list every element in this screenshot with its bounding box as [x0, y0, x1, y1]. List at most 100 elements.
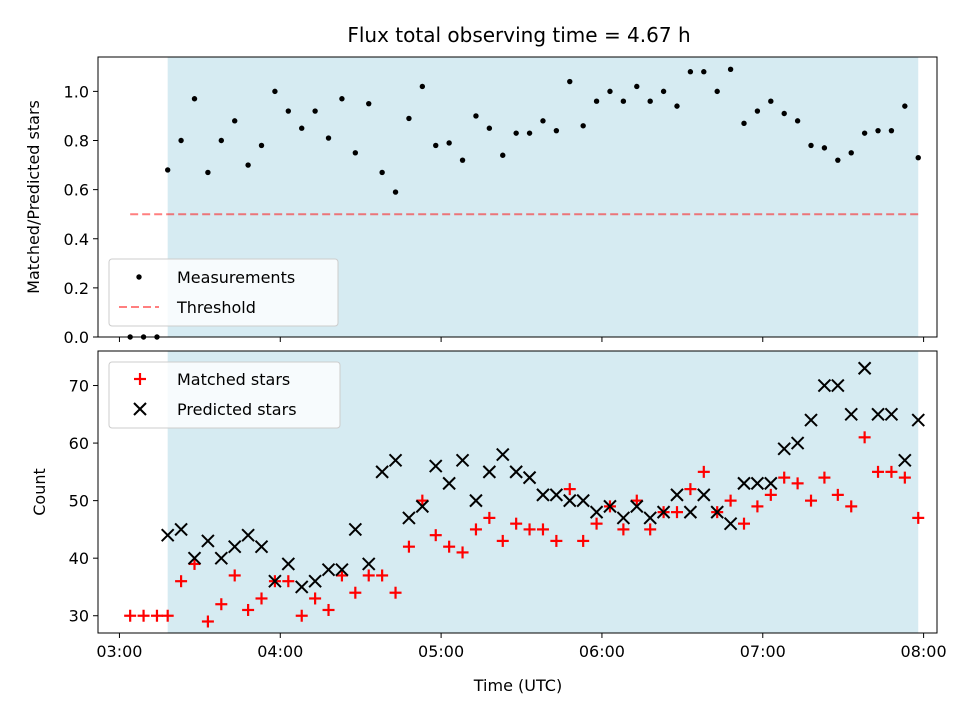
matched-star-point — [309, 592, 322, 605]
matched-star-point — [912, 511, 925, 524]
predicted-star-point — [670, 488, 684, 502]
ratio-y-tick-label: 0.6 — [64, 181, 89, 200]
measurement-point — [714, 88, 720, 95]
matched-star-point — [175, 575, 188, 588]
matched-star-point — [150, 609, 163, 622]
matched-star-point — [228, 569, 241, 582]
matched-star-point — [295, 609, 308, 622]
predicted-star-point — [697, 488, 711, 502]
measurement-point — [808, 142, 814, 149]
predicted-star-point — [362, 557, 376, 571]
predicted-star-point — [549, 488, 564, 502]
matched-star-point — [322, 603, 335, 616]
measurement-point — [526, 130, 533, 136]
measurement-point — [835, 157, 841, 163]
matched-star-point — [349, 586, 362, 599]
measurement-point — [647, 98, 653, 104]
matched-star-point — [845, 500, 858, 513]
matched-star-point — [255, 592, 268, 605]
predicted-star-point — [603, 499, 617, 514]
predicted-star-point — [308, 574, 322, 588]
measurement-point — [325, 135, 332, 141]
predicted-star-point — [857, 361, 872, 375]
count-y-tick-label: 70 — [69, 377, 89, 396]
matched-stars-points — [124, 431, 925, 628]
matched-star-point — [335, 569, 348, 582]
ratio-y-tick-label: 0.4 — [64, 230, 89, 249]
predicted-star-point — [160, 528, 175, 542]
measurement-point — [299, 125, 305, 131]
matched-star-point — [831, 488, 844, 501]
predicted-star-point — [616, 511, 631, 525]
matched-star-point — [215, 598, 228, 611]
matched-star-point — [630, 494, 643, 507]
measurement-point — [433, 142, 439, 149]
measurement-point — [848, 150, 854, 156]
legend-predicted-label: Predicted stars — [177, 400, 297, 419]
predicted-star-point — [442, 476, 456, 491]
matched-star-point — [496, 534, 509, 547]
predicted-star-point — [295, 580, 309, 594]
measurement-point — [406, 115, 412, 122]
measurement-point — [768, 98, 774, 104]
ratio-legend: Measurements Threshold — [108, 258, 339, 327]
predicted-star-point — [844, 407, 858, 422]
predicted-star-point — [576, 493, 590, 508]
legend-measurements-label: Measurements — [177, 268, 295, 287]
predicted-star-point — [455, 453, 470, 468]
measurement-point — [392, 189, 399, 195]
predicted-star-point — [630, 499, 644, 514]
measurement-point — [218, 137, 225, 144]
ratio-axes-frame — [97, 56, 938, 338]
measurement-point — [794, 118, 801, 124]
predicted-star-point — [737, 476, 751, 491]
predicted-star-point — [723, 516, 738, 531]
measurement-point — [567, 78, 573, 85]
matched-star-point — [885, 465, 898, 478]
measurement-point — [674, 103, 680, 109]
predicted-star-point — [321, 562, 336, 577]
measurement-point — [486, 125, 493, 131]
predicted-star-point — [589, 505, 604, 519]
matched-star-point — [898, 471, 911, 484]
measurement-point — [245, 162, 251, 168]
matched-star-point — [429, 529, 442, 542]
measurement-point — [500, 152, 506, 158]
count-y-tick-label: 30 — [69, 607, 89, 626]
predicted-star-point — [898, 453, 912, 468]
predicted-star-point — [268, 574, 282, 588]
ratio-y-tick-label: 0.2 — [64, 279, 89, 298]
matched-star-point — [242, 603, 255, 616]
matched-star-point — [550, 534, 563, 547]
predicted-star-point — [710, 505, 724, 519]
matched-star-point — [670, 506, 683, 519]
measurement-point — [727, 66, 734, 72]
count-y-tick-label: 60 — [69, 434, 89, 453]
predicted-star-point — [174, 522, 188, 537]
predicted-star-point — [348, 522, 363, 537]
predicted-star-point — [214, 551, 229, 565]
predicted-star-point — [227, 539, 242, 554]
count-x-tick-label: 04:00 — [257, 642, 303, 661]
measurement-point — [861, 130, 868, 136]
measurement-point — [821, 145, 828, 151]
matched-star-point — [362, 569, 375, 582]
matched-star-point — [282, 575, 295, 588]
predicted-star-point — [804, 413, 818, 427]
count-legend: Matched stars Predicted stars — [108, 361, 341, 429]
ratio-panel: 0.0 0.2 0.4 0.6 0.8 1.0 Matched/Predicted sta… — [24, 56, 938, 347]
ratio-y-tick-label: 0.0 — [64, 328, 89, 347]
measurement-point — [741, 120, 747, 127]
matched-star-point — [738, 517, 751, 530]
count-x-tick-label: 07:00 — [740, 642, 786, 661]
matched-star-point — [510, 517, 523, 530]
matched-star-point — [137, 609, 150, 622]
measurement-point — [607, 88, 613, 95]
ratio-x-ticks — [118, 337, 925, 342]
matched-star-point — [858, 431, 871, 444]
measurement-point — [781, 110, 787, 117]
count-y-ticks: 30 40 50 60 70 — [69, 377, 98, 626]
predicted-star-point — [871, 407, 885, 422]
predicted-star-point — [201, 534, 215, 548]
measurement-point — [902, 103, 908, 109]
